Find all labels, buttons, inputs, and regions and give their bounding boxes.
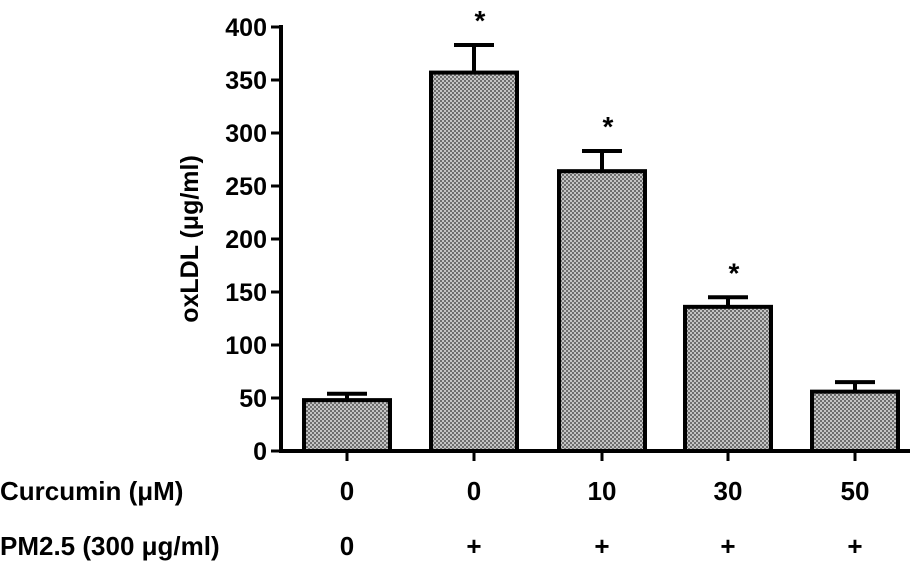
significance-marker: * bbox=[729, 257, 740, 288]
significance-marker: * bbox=[603, 111, 614, 142]
y-tick-label: 300 bbox=[225, 120, 267, 148]
pm25-value: 0 bbox=[340, 531, 354, 561]
y-tick-label: 50 bbox=[239, 385, 267, 413]
significance-group: * * * bbox=[475, 5, 740, 288]
curcumin-value: 50 bbox=[841, 476, 870, 506]
bar bbox=[429, 70, 519, 454]
curcumin-value: 30 bbox=[714, 476, 743, 506]
y-tick-label: 100 bbox=[225, 332, 267, 360]
pm25-value: + bbox=[847, 531, 862, 561]
curcumin-value: 0 bbox=[340, 476, 354, 506]
pm25-value: + bbox=[466, 531, 481, 561]
pm25-values-row: 0 + + + + bbox=[340, 531, 863, 561]
curcumin-values-row: 0 0 10 30 50 bbox=[340, 476, 870, 506]
y-tick-label: 400 bbox=[225, 14, 267, 42]
y-tick-label: 150 bbox=[225, 279, 267, 307]
y-tick-label: 0 bbox=[253, 438, 267, 466]
bar bbox=[683, 304, 773, 453]
y-tick-label: 250 bbox=[225, 173, 267, 201]
y-tick-label: 200 bbox=[225, 226, 267, 254]
curcumin-value: 10 bbox=[588, 476, 617, 506]
y-axis-title: oxLDL (μg/ml) bbox=[176, 155, 204, 323]
pm25-value: + bbox=[594, 531, 609, 561]
y-axis-ticks: 0 50 100 150 200 250 300 350 400 bbox=[225, 14, 281, 466]
x-axis-ticks bbox=[345, 451, 857, 461]
pm25-row-label: PM2.5 (300 μg/ml) bbox=[0, 531, 220, 561]
bars-group bbox=[302, 70, 900, 454]
y-tick-label: 350 bbox=[225, 67, 267, 95]
pm25-value: + bbox=[720, 531, 735, 561]
bar bbox=[810, 389, 900, 454]
curcumin-value: 0 bbox=[467, 476, 481, 506]
significance-marker: * bbox=[475, 5, 486, 36]
curcumin-row-label: Curcumin (μM) bbox=[0, 476, 183, 506]
bar bbox=[302, 398, 392, 453]
bar bbox=[557, 169, 647, 453]
error-bars-group bbox=[327, 43, 875, 401]
